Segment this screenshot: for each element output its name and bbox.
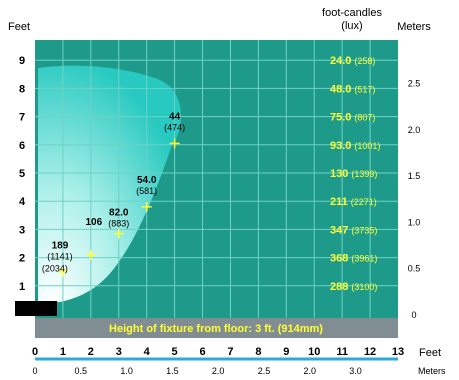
- illuminance-lux: (3100): [351, 282, 377, 292]
- right-axis-ticks: 0 0.5 1.0 1.5 2.0 2.5: [408, 79, 421, 320]
- bottom-meters-tick: 1.0: [120, 366, 133, 376]
- bottom-feet-tick: 12: [364, 346, 376, 358]
- illuminance-value: 75.0 (807): [330, 112, 375, 124]
- illuminance-lux: (3735): [351, 225, 377, 235]
- point-lux-label: (1141): [47, 252, 72, 262]
- bottom-axis-meters-ticks: 0 0.5 1.0 1.5 2.0 2.5 2.0 3.0: [32, 366, 361, 376]
- illuminance-header-line1: foot-candles: [322, 7, 382, 19]
- illuminance-fc: 48.0: [330, 83, 351, 95]
- right-axis-tick: 0.5: [408, 264, 421, 274]
- left-axis-tick: 8: [19, 83, 25, 95]
- illuminance-lux: (3961): [351, 254, 377, 264]
- measurement-point: 44(474): [164, 111, 185, 149]
- illuminance-value: 347 (3735): [330, 224, 377, 236]
- illuminance-lux: (1001): [354, 141, 380, 151]
- bottom-feet-tick: 11: [336, 346, 348, 358]
- left-axis-tick: 4: [19, 196, 26, 208]
- left-axis-tick: 9: [19, 55, 25, 67]
- bottom-meters-tick: 2.0: [212, 366, 225, 376]
- illuminance-fc: 368: [330, 253, 348, 265]
- illuminance-fc: 130: [330, 168, 348, 180]
- illuminance-fc: 211: [330, 196, 348, 208]
- bottom-feet-tick: 10: [308, 346, 320, 358]
- right-axis-tick: 1.5: [408, 171, 421, 181]
- bottom-meters-tick: 0: [32, 366, 37, 376]
- fixture-block: [15, 301, 57, 316]
- bottom-feet-tick: 0: [32, 346, 38, 358]
- right-axis-tick: 0: [411, 310, 416, 320]
- point-fc-label: 106: [86, 217, 103, 228]
- bottom-meters-tick: 1.5: [166, 366, 179, 376]
- illuminance-header-line2: (lux): [341, 20, 362, 32]
- illuminance-fc: 24.0: [330, 55, 351, 67]
- point-lux-label: (474): [164, 122, 185, 132]
- bottom-feet-tick: 2: [88, 346, 94, 358]
- bottom-feet-tick: 1: [60, 346, 66, 358]
- right-axis-tick: 2.0: [408, 125, 421, 135]
- left-axis-tick: 1: [19, 281, 25, 293]
- left-axis-tick: 6: [19, 140, 25, 152]
- illuminance-value: 288 (3100): [330, 281, 377, 293]
- illuminance-value: 24.0 (258): [330, 55, 375, 67]
- illuminance-fc: 93.0: [330, 140, 351, 152]
- illuminance-fc: 347: [330, 224, 348, 236]
- illuminance-lux: (807): [354, 113, 375, 123]
- bottom-axis-feet-ticks: 0 1 2 3 4 5 6 7 8 9 10 11 12 13: [32, 346, 404, 358]
- bottom-feet-tick: 13: [392, 346, 404, 358]
- measurement-point: 54.0(581): [136, 175, 157, 212]
- left-axis-ticks: 1 2 3 4 5 6 7 8 9: [19, 55, 26, 293]
- bottom-feet-tick: 3: [116, 346, 122, 358]
- bottom-feet-tick: 5: [172, 346, 178, 358]
- light-beam-area: [38, 65, 182, 302]
- illuminance-lux: (517): [354, 84, 375, 94]
- illuminance-values: 24.0 (258) 48.0 (517) 75.0 (807) 93.0 (1001) 130…: [330, 55, 380, 293]
- right-axis-label: Meters: [397, 21, 431, 33]
- left-axis-tick: 5: [19, 168, 25, 180]
- bottom-feet-tick: 9: [283, 346, 289, 358]
- left-axis-tick: 7: [19, 112, 25, 124]
- illuminance-fc: 75.0: [330, 112, 351, 124]
- bottom-meters-tick: 2.0: [304, 366, 317, 376]
- bottom-axis-meters-label: Meters: [418, 366, 446, 376]
- bottom-meters-tick: 2.5: [258, 366, 271, 376]
- bottom-axis-feet-label: Feet: [419, 347, 441, 359]
- illuminance-value: 93.0 (1001): [330, 140, 380, 152]
- illuminance-value: 130 (1399): [330, 168, 377, 180]
- point-fc-label: 54.0: [137, 175, 157, 186]
- bottom-feet-tick: 7: [227, 346, 233, 358]
- point-extra-lux-label: (2034): [42, 264, 68, 274]
- right-axis-tick: 2.5: [408, 79, 421, 89]
- illuminance-lux: (1399): [351, 169, 377, 179]
- left-axis-label: Feet: [8, 21, 30, 33]
- illuminance-value: 211 (2271): [330, 196, 377, 208]
- point-fc-label: 82.0: [109, 208, 129, 219]
- measurement-point: 82.0(883): [108, 208, 129, 239]
- bottom-meters-tick: 0.5: [75, 366, 88, 376]
- fixture-height-note: Height of fixture from floor: 3 ft. (914…: [109, 323, 323, 335]
- right-axis-tick: 1.0: [408, 217, 421, 227]
- illuminance-value: 368 (3961): [330, 253, 377, 265]
- bottom-feet-tick: 8: [255, 346, 261, 358]
- illuminance-fc: 288: [330, 281, 348, 293]
- illuminance-lux: (2271): [351, 197, 377, 207]
- fixture-height-band: [35, 318, 398, 338]
- bottom-feet-tick: 4: [144, 346, 151, 358]
- illuminance-lux: (258): [354, 56, 375, 66]
- left-axis-tick: 3: [19, 224, 25, 236]
- point-fc-label: 44: [169, 111, 181, 122]
- point-fc-label: 189: [52, 241, 69, 252]
- point-lux-label: (581): [136, 186, 157, 196]
- measurement-points: 189(1141) (2034) 106 82.0(883) 54.0(581) 44(4…: [42, 111, 185, 277]
- left-axis-tick: 2: [19, 253, 25, 265]
- illuminance-value: 48.0 (517): [330, 83, 375, 95]
- bottom-meters-tick: 3.0: [349, 366, 362, 376]
- point-lux-label: (883): [108, 219, 129, 229]
- measurement-point: 189(1141) (2034): [42, 241, 73, 277]
- measurement-point: 106: [86, 217, 103, 260]
- bottom-feet-tick: 6: [199, 346, 205, 358]
